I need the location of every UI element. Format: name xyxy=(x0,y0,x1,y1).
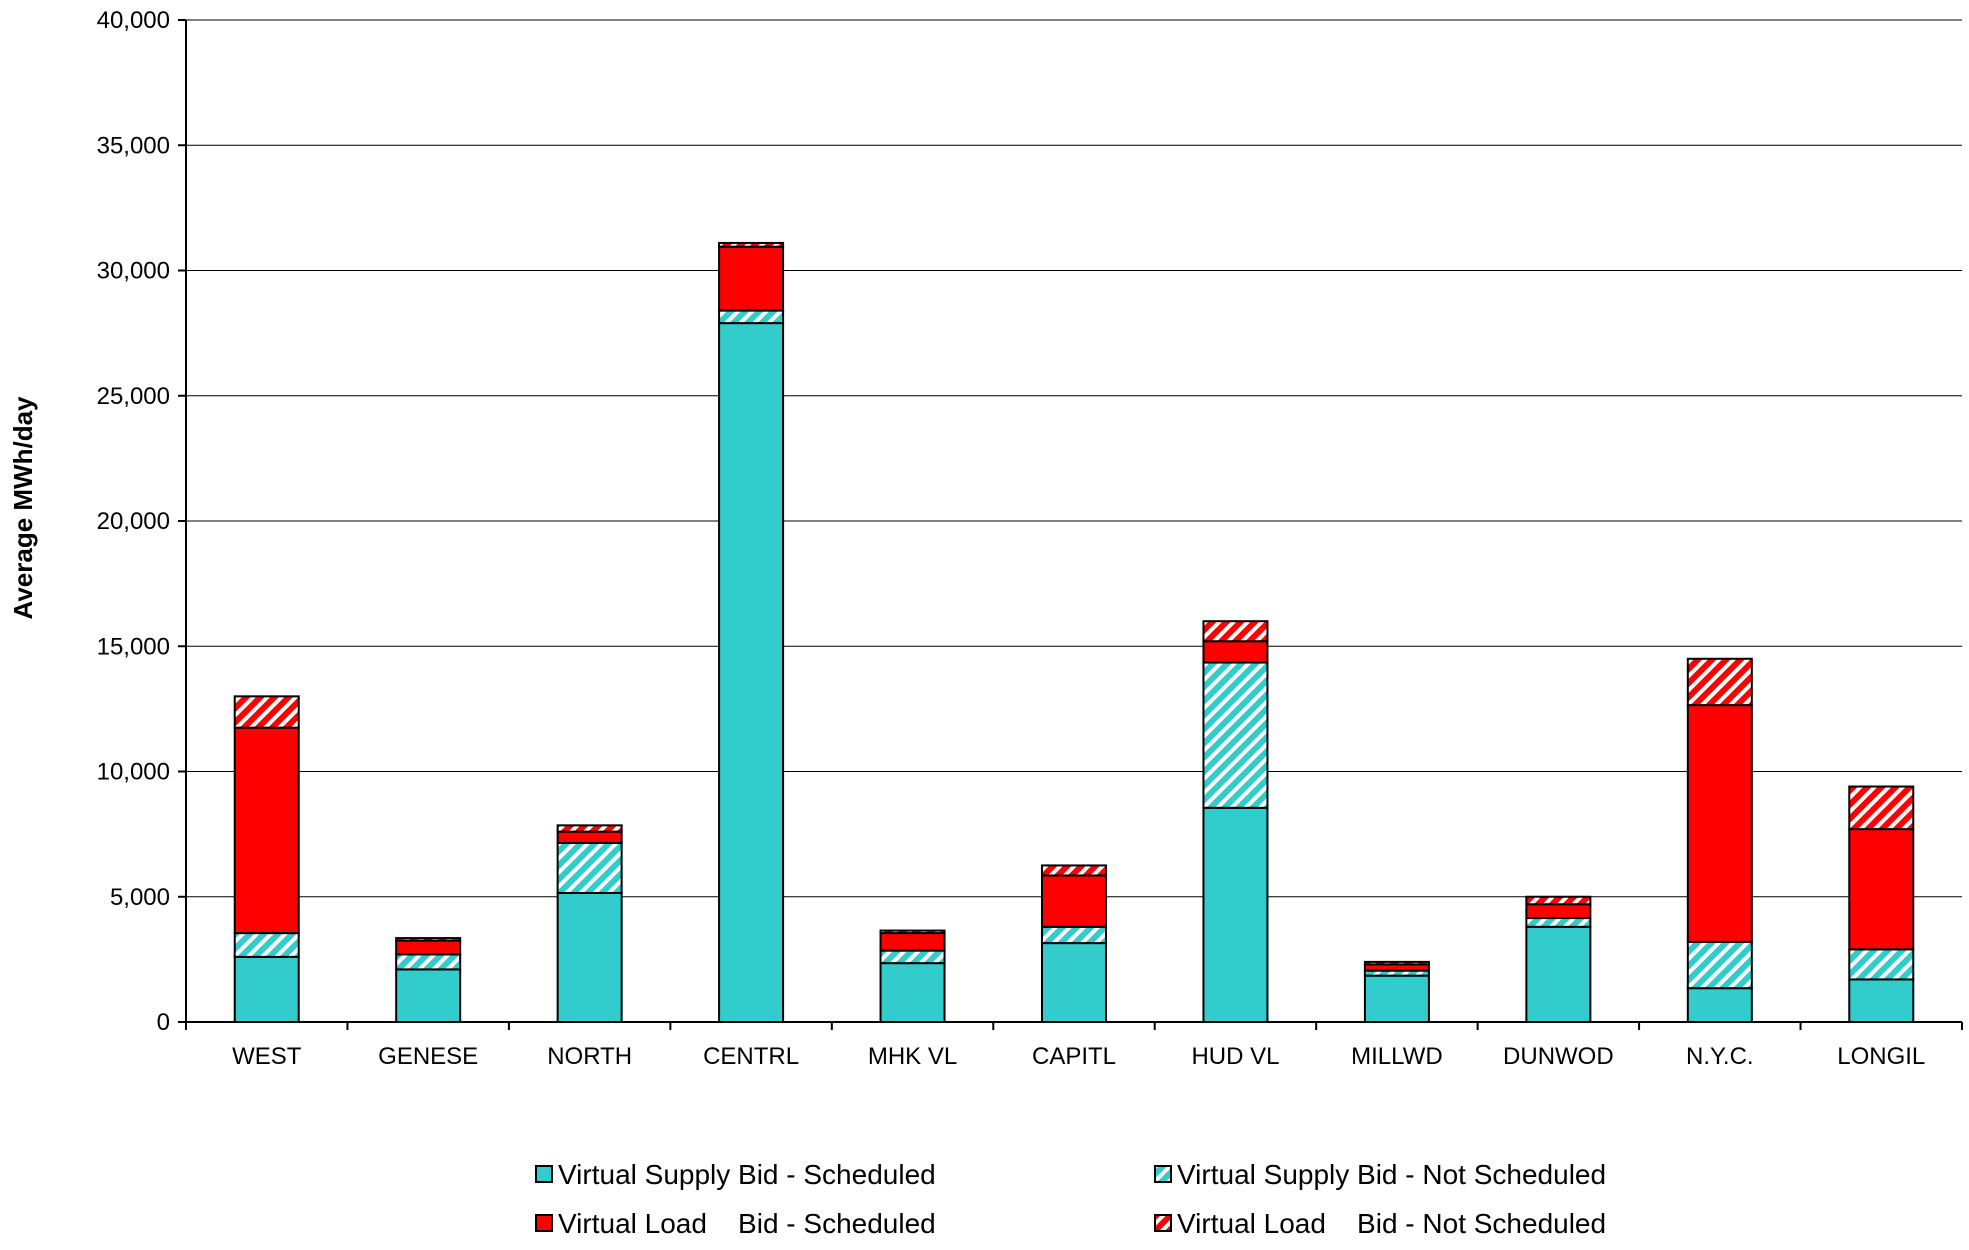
bar-segment xyxy=(1202,661,1269,809)
x-tick-label: GENESE xyxy=(378,1043,478,1070)
legend-label: Virtual Supply Bid - Not Scheduled xyxy=(1177,1159,1606,1190)
y-axis-tick-labels: 0 5,000 10,000 15,000 20,000 25,000 30,000 35,0… xyxy=(97,7,170,1036)
bar-segment xyxy=(233,726,300,935)
x-tick-label: CENTRL xyxy=(703,1043,799,1070)
bar-segment xyxy=(556,824,623,833)
y-tick-label: 10,000 xyxy=(97,759,170,786)
x-tick-label: HUD VL xyxy=(1191,1043,1279,1070)
bar-segment xyxy=(1041,942,1107,1024)
axes xyxy=(178,19,1963,1030)
x-tick-label: CAPITL xyxy=(1032,1043,1116,1070)
y-tick-label: 25,000 xyxy=(97,383,170,410)
bar-segment xyxy=(1686,987,1753,1023)
bar-segment xyxy=(1202,620,1269,643)
bar-segment xyxy=(556,841,623,894)
bar-segment xyxy=(1686,940,1753,990)
bar-segment xyxy=(1525,925,1592,1023)
bar-segment xyxy=(1848,978,1915,1023)
bar-segment xyxy=(395,953,462,971)
x-tick-label: LONGIL xyxy=(1837,1043,1925,1070)
bar-segment xyxy=(233,955,300,1023)
bar-segment xyxy=(879,949,946,965)
bar-segment xyxy=(1041,864,1107,877)
bar-segment xyxy=(879,932,946,952)
legend-swatch xyxy=(535,1165,553,1183)
legend-label: Virtual Load Bid - Scheduled xyxy=(558,1208,936,1239)
bar-segment xyxy=(1848,785,1915,831)
bars xyxy=(233,241,1915,1024)
bar-segment xyxy=(556,830,623,844)
y-tick-label: 20,000 xyxy=(97,508,170,535)
legend: Virtual Supply Bid - Scheduled Virtual Su… xyxy=(535,1159,1606,1239)
legend-item: Virtual Supply Bid - Not Scheduled xyxy=(1154,1159,1606,1190)
y-tick-label: 15,000 xyxy=(97,633,170,660)
gridlines xyxy=(186,19,1962,898)
bar-segment xyxy=(1363,960,1430,966)
x-tick-label: MHK VL xyxy=(868,1043,957,1070)
bar-segment xyxy=(556,891,623,1023)
bar-segment xyxy=(1202,806,1269,1024)
y-tick-label: 0 xyxy=(157,1009,170,1036)
y-tick-label: 35,000 xyxy=(97,132,170,159)
bar-segment xyxy=(718,322,785,1024)
bar-segment xyxy=(718,241,785,248)
bar-segment xyxy=(1041,925,1107,945)
bar-segment xyxy=(395,939,462,956)
y-tick-label: 30,000 xyxy=(97,258,170,285)
bar-segment xyxy=(879,929,946,935)
bar-segment xyxy=(1525,903,1592,920)
x-axis-tick-labels: WEST GENESE NORTH CENTRL MHK VL CAPITL HUD VL M… xyxy=(232,1043,1925,1070)
bar-segment xyxy=(1363,974,1430,1023)
x-tick-label: NORTH xyxy=(547,1043,632,1070)
bar-segment xyxy=(233,932,300,958)
bar-segment xyxy=(1525,917,1592,928)
bar-segment xyxy=(879,962,946,1024)
bar-segment xyxy=(1848,948,1915,981)
y-axis-title: Average MWh/day xyxy=(8,396,38,620)
legend-swatch xyxy=(1154,1214,1172,1232)
bar-segment xyxy=(718,245,785,312)
legend-item: Virtual Supply Bid - Scheduled xyxy=(535,1159,936,1190)
bar-segment xyxy=(1041,874,1107,928)
legend-item: Virtual Load Bid - Scheduled xyxy=(535,1208,936,1239)
bar-segment xyxy=(1848,828,1915,951)
bar-segment xyxy=(395,937,462,942)
legend-label: Virtual Load Bid - Not Scheduled xyxy=(1177,1208,1606,1239)
y-tick-label: 40,000 xyxy=(97,7,170,34)
x-tick-label: MILLWD xyxy=(1351,1043,1443,1070)
x-tick-label: DUNWOD xyxy=(1503,1043,1614,1070)
bar-segment xyxy=(1525,895,1592,906)
bar-segment xyxy=(1202,640,1269,664)
bar-segment xyxy=(718,309,785,325)
bar-segment xyxy=(1686,657,1753,707)
legend-label: Virtual Supply Bid - Scheduled xyxy=(558,1159,936,1190)
legend-swatch xyxy=(535,1214,553,1232)
legend-swatch xyxy=(1154,1165,1172,1183)
x-tick-label: WEST xyxy=(232,1043,302,1070)
legend-item: Virtual Load Bid - Not Scheduled xyxy=(1154,1208,1606,1239)
bar-segment xyxy=(1686,704,1753,943)
x-tick-label: N.Y.C. xyxy=(1686,1043,1754,1070)
bar-segment xyxy=(233,695,300,729)
bar-segment xyxy=(395,968,462,1024)
y-tick-label: 5,000 xyxy=(110,884,170,911)
